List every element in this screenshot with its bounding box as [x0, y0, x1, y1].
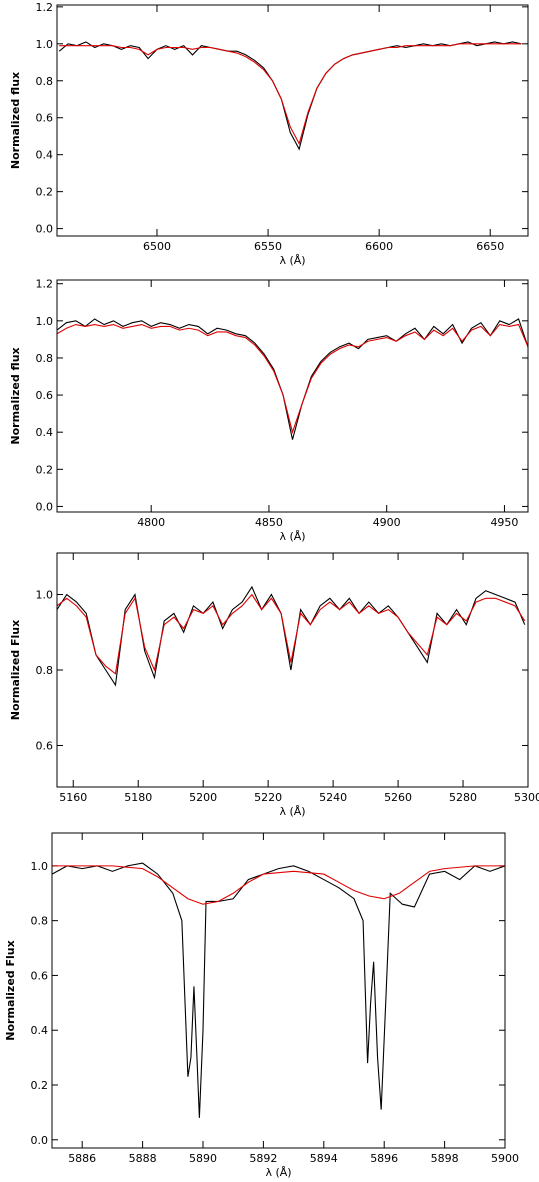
y-tick-label: 0.6: [36, 112, 54, 125]
x-tick-label: 4950: [490, 516, 518, 529]
plot-frame: [56, 4, 529, 237]
y-axis-label: Normalized Flux: [9, 620, 22, 720]
x-tick-label: 5300: [514, 791, 539, 804]
y-tick-label: 1.2: [36, 278, 54, 291]
panel: 0.6 0.8 1.0 5160 5180 5200 5220 5240 5260 5280 530…: [9, 552, 539, 818]
x-tick-label: 6600: [365, 240, 393, 253]
x-tick-label: 6650: [476, 240, 504, 253]
plot-frame: [56, 279, 529, 513]
y-tick-label: 0.0: [36, 223, 54, 236]
spectrum-line: [57, 318, 528, 440]
x-tick-label: 5900: [491, 1152, 519, 1165]
panel: 0.0 0.2 0.4 0.6 0.8 1.0 1.2 4800 4850 4900 4950 λ (…: [9, 278, 529, 543]
y-tick-label: 0.6: [36, 389, 54, 402]
x-axis-label: λ (Å): [279, 254, 305, 267]
y-axis-label: Normalized Flux: [4, 940, 17, 1040]
y-tick-label: 0.8: [36, 352, 54, 365]
x-tick-label: 5894: [310, 1152, 338, 1165]
y-tick-label: 1.2: [36, 1, 54, 14]
x-tick-label: 5220: [254, 791, 282, 804]
y-tick-label: 0.0: [31, 1134, 49, 1147]
x-tick-label: 5892: [249, 1152, 277, 1165]
x-axis-label: λ (Å): [279, 805, 305, 818]
x-axis-label: λ (Å): [279, 530, 305, 543]
y-tick-label: 0.2: [31, 1079, 49, 1092]
y-tick-label: 1.0: [36, 38, 54, 51]
y-tick-label: 0.0: [36, 500, 54, 513]
x-tick-label: 4900: [373, 516, 401, 529]
plot-frame: [56, 552, 529, 788]
x-tick-label: 5888: [129, 1152, 157, 1165]
x-tick-label: 5896: [370, 1152, 398, 1165]
y-tick-label: 1.0: [31, 860, 49, 873]
y-tick-label: 0.4: [36, 149, 54, 162]
x-tick-label: 5260: [384, 791, 412, 804]
spectrum-line: [52, 862, 505, 1118]
y-axis-label: Normalized flux: [9, 72, 22, 169]
spectrum-line: [57, 593, 526, 675]
y-axis-label: Normalized flux: [9, 347, 22, 444]
x-tick-label: 5240: [319, 791, 347, 804]
y-tick-label: 0.8: [36, 75, 54, 88]
y-tick-label: 0.6: [31, 969, 49, 982]
y-tick-label: 1.0: [36, 315, 54, 328]
x-tick-label: 6500: [143, 240, 171, 253]
x-tick-label: 5280: [449, 791, 477, 804]
panel: 0.0 0.2 0.4 0.6 0.8 1.0 1.2 6500 6550 6600 6650 λ (…: [9, 1, 529, 267]
y-tick-label: 1.0: [36, 589, 54, 602]
spectrum-line: [52, 865, 505, 905]
spectrum-line: [59, 43, 522, 146]
x-tick-label: 5886: [68, 1152, 96, 1165]
plot-frame: [51, 832, 506, 1149]
x-axis-label: λ (Å): [265, 1166, 291, 1179]
y-tick-label: 0.4: [36, 426, 54, 439]
y-tick-label: 0.8: [31, 915, 49, 928]
y-tick-label: 0.6: [36, 739, 54, 752]
x-tick-label: 4850: [255, 516, 283, 529]
y-tick-label: 0.8: [36, 664, 54, 677]
panel: 0.0 0.2 0.4 0.6 0.8 1.0 5886 5888 5890 5892 5894 58…: [4, 832, 519, 1179]
x-tick-label: 4800: [137, 516, 165, 529]
y-tick-label: 0.2: [36, 463, 54, 476]
x-tick-label: 5898: [431, 1152, 459, 1165]
x-tick-label: 5200: [189, 791, 217, 804]
spectrum-line: [57, 323, 528, 435]
x-tick-label: 6550: [254, 240, 282, 253]
y-tick-label: 0.2: [36, 186, 54, 199]
y-tick-label: 0.4: [31, 1024, 49, 1037]
x-tick-label: 5890: [189, 1152, 217, 1165]
x-tick-label: 5180: [124, 791, 152, 804]
spectrum-line: [57, 585, 526, 687]
x-tick-label: 5160: [59, 791, 87, 804]
spectrum-line: [58, 41, 522, 151]
